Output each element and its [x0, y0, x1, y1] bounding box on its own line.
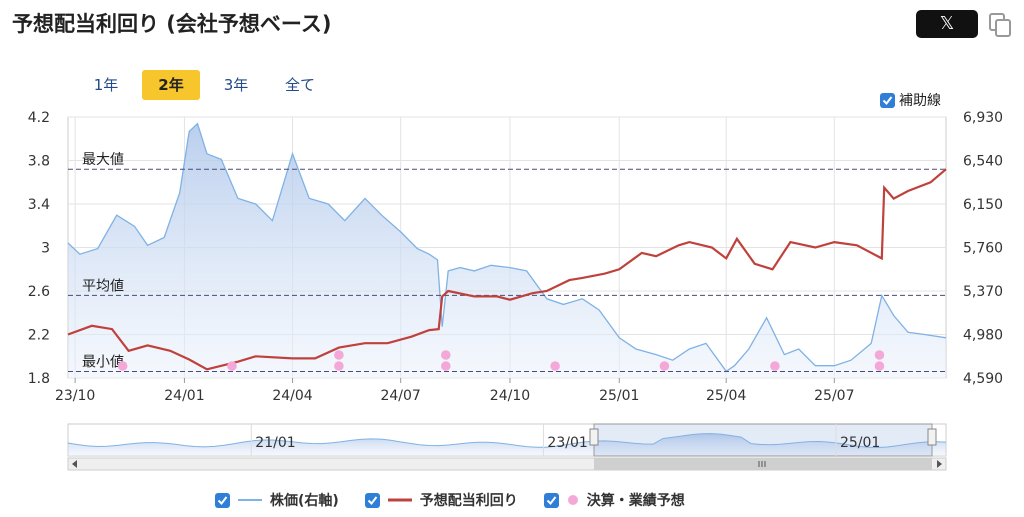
checkbox-checked-icon[interactable]	[880, 92, 895, 108]
legend-item-price[interactable]: 株価(右軸)	[215, 490, 339, 510]
tab-2y[interactable]: 2年	[142, 70, 200, 100]
tab-3y[interactable]: 3年	[223, 76, 249, 94]
navigator-tick-label: 21/01	[255, 435, 295, 451]
page-title: 予想配当利回り (会社予想ベース)	[12, 12, 332, 36]
event-marker	[441, 350, 451, 360]
navigator-frame	[67, 423, 947, 457]
legend-swatch-price	[238, 499, 262, 501]
navigator-handle[interactable]	[589, 428, 599, 446]
x-tick-label: 24/10	[490, 388, 530, 404]
left-tick-label: 1.8	[28, 371, 50, 387]
navigator-area	[68, 433, 946, 456]
chart-legend: 株価(右軸) 予想配当利回り 決算・業績予想	[215, 487, 711, 513]
event-marker	[334, 350, 344, 360]
legend-label-yield: 予想配当利回り	[419, 493, 518, 509]
reference-line-label: 最小値	[82, 354, 124, 370]
right-tick-label: 5,760	[963, 241, 1003, 257]
aux-lines-label: 補助線	[899, 93, 941, 109]
x-tick-label: 25/04	[706, 388, 746, 404]
event-marker	[117, 361, 128, 371]
checkbox-checked-icon[interactable]	[543, 492, 559, 508]
x-tick-label: 25/07	[814, 388, 854, 404]
left-tick-label: 4.2	[28, 110, 50, 126]
right-tick-label: 4,980	[963, 328, 1003, 344]
navigator-line	[67, 433, 947, 449]
left-tick-label: 3	[41, 241, 50, 257]
x-share-button[interactable]: 𝕏	[916, 10, 978, 38]
x-tick-label: 24/01	[164, 388, 204, 404]
reference-line-label: 最大値	[82, 152, 124, 168]
navigator-selection	[593, 423, 933, 457]
aux-lines-toggle[interactable]: 補助線	[880, 90, 941, 110]
x-tick-label: 23/10	[55, 388, 95, 404]
checkbox-checked-icon[interactable]	[364, 492, 380, 508]
scroll-left-arrow-icon[interactable]	[72, 460, 77, 468]
legend-label-price: 株価(右軸)	[270, 493, 339, 509]
tab-all[interactable]: 全て	[284, 76, 315, 94]
scroll-right-arrow-icon[interactable]	[937, 460, 942, 468]
legend-swatch-events	[567, 495, 578, 505]
legend-swatch-yield	[387, 498, 412, 502]
tab-1y[interactable]: 1年	[93, 76, 119, 94]
event-marker	[441, 361, 451, 371]
event-marker	[874, 361, 885, 371]
checkbox-checked-icon[interactable]	[215, 492, 230, 508]
copy-icon[interactable]	[988, 12, 1012, 38]
navigator-tick-label: 23/01	[547, 435, 587, 451]
legend-item-yield[interactable]: 予想配当利回り	[364, 490, 518, 510]
legend-label-events: 決算・業績予想	[586, 493, 685, 509]
x-tick-label: 25/01	[599, 388, 639, 404]
left-tick-label: 2.6	[28, 284, 50, 300]
x-tick-label: 24/07	[380, 388, 420, 404]
x-logo-icon: 𝕏	[939, 13, 955, 34]
right-tick-label: 6,930	[963, 110, 1003, 126]
event-marker	[550, 361, 560, 371]
yield-series-line	[67, 168, 947, 371]
reference-line-label: 平均値	[82, 278, 124, 294]
scrollbar-thumb[interactable]	[594, 458, 932, 470]
left-tick-label: 2.2	[28, 328, 50, 344]
navigator-handle[interactable]	[927, 428, 937, 446]
event-marker	[227, 361, 237, 371]
navigator-tick-label: 25/01	[840, 435, 880, 451]
x-tick-label: 24/04	[272, 388, 312, 404]
legend-item-events[interactable]: 決算・業績予想	[543, 490, 685, 510]
right-tick-label: 5,370	[963, 284, 1003, 300]
right-tick-label: 6,150	[963, 197, 1003, 213]
scrollbar-track	[67, 457, 947, 471]
event-marker	[334, 361, 344, 371]
price-area-fill	[68, 123, 946, 378]
right-tick-label: 4,590	[963, 371, 1003, 387]
event-marker	[874, 350, 885, 360]
event-marker	[770, 361, 780, 371]
right-tick-label: 6,540	[963, 154, 1003, 170]
left-tick-label: 3.4	[28, 197, 50, 213]
event-marker	[659, 361, 670, 371]
price-series-line	[67, 122, 947, 373]
plot-area	[67, 116, 947, 379]
left-tick-label: 3.8	[28, 154, 50, 170]
